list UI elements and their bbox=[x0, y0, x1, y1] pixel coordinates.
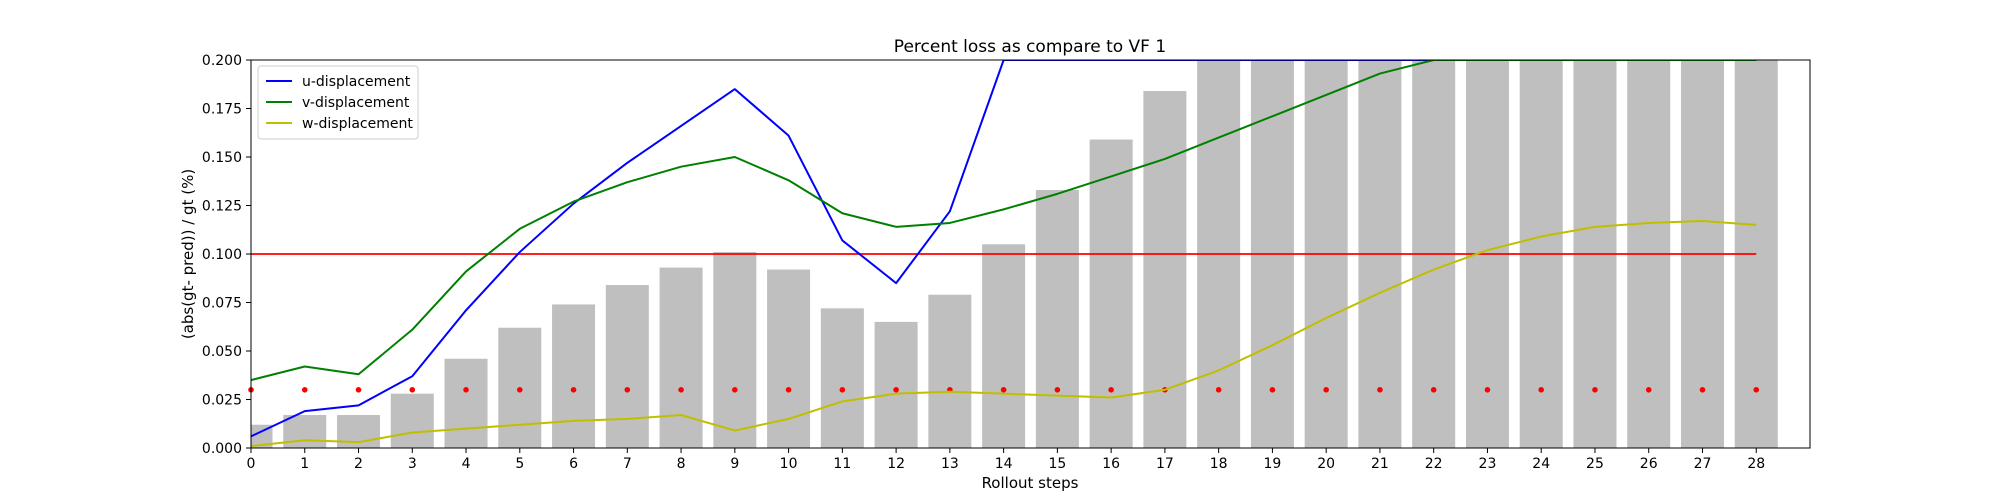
marker-dot-12 bbox=[893, 387, 899, 393]
series-line-w-displacement bbox=[251, 220, 1757, 448]
x-tick-label-10: 10 bbox=[780, 456, 798, 472]
chart-title: Percent loss as compare to VF 1 bbox=[894, 37, 1166, 57]
marker-dot-24 bbox=[1538, 387, 1545, 393]
x-axis-title: Rollout steps bbox=[982, 474, 1079, 492]
lines-layer bbox=[251, 60, 1757, 448]
legend-label-w-displacement: w-displacement bbox=[302, 116, 413, 132]
x-tick-label-7: 7 bbox=[623, 456, 632, 472]
bar-12 bbox=[874, 321, 918, 448]
marker-dot-6 bbox=[570, 387, 577, 393]
x-tick-label-25: 25 bbox=[1586, 456, 1604, 472]
x-tick-label-0: 0 bbox=[247, 456, 256, 472]
marker-dot-22 bbox=[1430, 387, 1437, 393]
dots-layer bbox=[248, 387, 1760, 393]
bar-15 bbox=[1035, 189, 1079, 448]
marker-dot-20 bbox=[1323, 387, 1329, 393]
y-tick-label-0.050: 0.050 bbox=[202, 344, 242, 360]
bar-1 bbox=[283, 415, 327, 448]
marker-dot-2 bbox=[355, 387, 362, 393]
marker-dot-5 bbox=[516, 387, 523, 393]
bar-4 bbox=[444, 358, 488, 448]
x-tick-label-24: 24 bbox=[1532, 456, 1550, 472]
x-tick-label-16: 16 bbox=[1102, 456, 1120, 472]
marker-dot-18 bbox=[1215, 387, 1222, 393]
marker-dot-4 bbox=[463, 387, 469, 393]
x-tick-label-2: 2 bbox=[354, 456, 363, 472]
bar-11 bbox=[820, 308, 864, 448]
marker-dot-15 bbox=[1054, 387, 1061, 393]
x-tick-label-5: 5 bbox=[515, 456, 524, 472]
marker-dot-27 bbox=[1699, 387, 1706, 393]
legend-label-u-displacement: u-displacement bbox=[302, 74, 411, 90]
marker-dot-14 bbox=[1000, 387, 1007, 393]
x-tick-label-26: 26 bbox=[1640, 456, 1658, 472]
bar-13 bbox=[928, 294, 972, 448]
y-tick-label-0.200: 0.200 bbox=[202, 53, 242, 69]
x-axis: 0 1 2 3 4 5 6 7 8 9 10 11 12 13 14 15 16 17 18 19 20 21 22 23 24… bbox=[247, 448, 1765, 472]
marker-dot-11 bbox=[839, 387, 846, 393]
x-tick-label-4: 4 bbox=[462, 456, 471, 472]
bar-16 bbox=[1089, 139, 1133, 448]
bar-0 bbox=[251, 424, 273, 448]
bar-7 bbox=[605, 285, 649, 448]
legend-box bbox=[257, 65, 419, 140]
x-tick-label-28: 28 bbox=[1747, 456, 1765, 472]
x-tick-label-27: 27 bbox=[1694, 456, 1712, 472]
series-line-u-displacement bbox=[251, 60, 1757, 438]
x-tick-label-8: 8 bbox=[677, 456, 686, 472]
x-tick-label-21: 21 bbox=[1371, 456, 1389, 472]
marker-dot-21 bbox=[1377, 387, 1383, 393]
x-tick-label-9: 9 bbox=[730, 456, 739, 472]
bar-6 bbox=[552, 304, 596, 448]
marker-dot-16 bbox=[1108, 387, 1114, 393]
marker-dot-25 bbox=[1592, 387, 1598, 393]
bar-17 bbox=[1143, 91, 1187, 448]
y-axis-title: (abs(gt- pred)) / gt (%) bbox=[179, 169, 197, 339]
x-tick-label-20: 20 bbox=[1317, 456, 1335, 472]
bar-9 bbox=[713, 252, 757, 448]
x-tick-label-18: 18 bbox=[1210, 456, 1228, 472]
x-tick-label-13: 13 bbox=[941, 456, 959, 472]
marker-dot-9 bbox=[732, 387, 738, 393]
y-tick-label-0.100: 0.100 bbox=[202, 247, 242, 263]
x-tick-label-15: 15 bbox=[1048, 456, 1066, 472]
y-tick-label-0.150: 0.150 bbox=[202, 150, 242, 166]
marker-dot-28 bbox=[1753, 387, 1760, 393]
y-tick-label-0.075: 0.075 bbox=[202, 296, 242, 312]
x-tick-label-17: 17 bbox=[1156, 456, 1174, 472]
x-tick-label-6: 6 bbox=[569, 456, 578, 472]
x-tick-label-23: 23 bbox=[1479, 456, 1497, 472]
series-line-v-displacement bbox=[251, 60, 1757, 382]
bar-3 bbox=[390, 393, 434, 448]
x-tick-label-22: 22 bbox=[1425, 456, 1443, 472]
y-tick-label-0.025: 0.025 bbox=[202, 393, 242, 409]
bar-8 bbox=[659, 267, 703, 448]
x-tick-label-14: 14 bbox=[995, 456, 1013, 472]
x-tick-label-12: 12 bbox=[887, 456, 905, 472]
bar-14 bbox=[982, 244, 1026, 448]
y-tick-label-0.000: 0.000 bbox=[202, 441, 242, 457]
legend-label-v-displacement: v-displacement bbox=[302, 95, 410, 111]
marker-dot-1 bbox=[301, 387, 308, 393]
y-tick-label-0.175: 0.175 bbox=[202, 102, 242, 118]
marker-dot-8 bbox=[678, 387, 684, 393]
x-tick-label-3: 3 bbox=[408, 456, 417, 472]
marker-dot-23 bbox=[1484, 387, 1491, 393]
marker-dot-10 bbox=[785, 387, 792, 393]
marker-dot-3 bbox=[409, 387, 416, 393]
x-tick-label-11: 11 bbox=[833, 456, 851, 472]
marker-dot-7 bbox=[624, 387, 631, 393]
x-tick-label-1: 1 bbox=[300, 456, 309, 472]
y-tick-label-0.125: 0.125 bbox=[202, 199, 242, 215]
marker-dot-19 bbox=[1269, 387, 1276, 393]
marker-dot-26 bbox=[1645, 387, 1652, 393]
y-axis: 0.000 0.025 0.050 0.075 0.100 0.125 0.150 0.175… bbox=[202, 53, 251, 457]
x-tick-label-19: 19 bbox=[1263, 456, 1281, 472]
legend: u-displacement v-displacement w-displaceme… bbox=[257, 65, 419, 140]
